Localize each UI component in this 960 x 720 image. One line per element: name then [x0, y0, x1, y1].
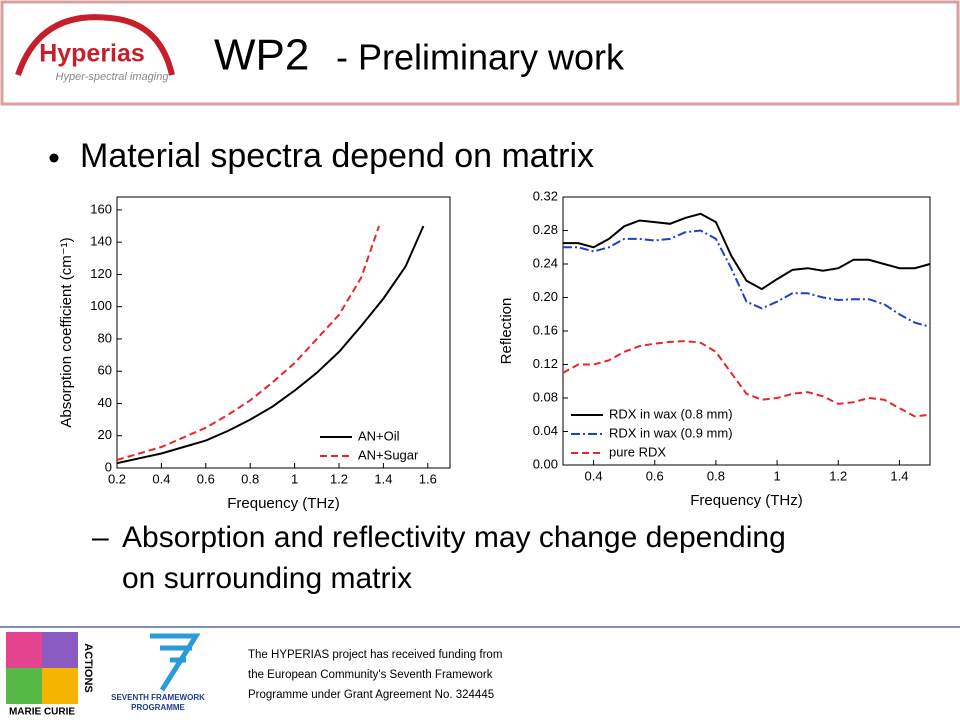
bullet-text: Material spectra depend on matrix [80, 137, 594, 175]
legend-label: AN+Sugar [358, 447, 419, 462]
x-tick-label: 0.4 [585, 468, 603, 483]
y-tick-label: 120 [90, 266, 112, 281]
footer-text: the European Community's Seventh Framewo… [248, 669, 493, 681]
y-tick-label: 40 [98, 395, 112, 410]
y-tick-label: 0.08 [533, 389, 558, 404]
logo-arc [15, 14, 175, 76]
logo-text: PROGRAMME [131, 703, 185, 712]
logo-text: SEVENTH FRAMEWORK [111, 693, 205, 702]
x-tick-label: 1 [773, 468, 780, 483]
y-tick-label: 0.04 [533, 423, 558, 438]
x-tick-label: 1.2 [829, 468, 847, 483]
y-tick-label: 0.16 [533, 322, 558, 337]
x-tick-label: 1.2 [330, 471, 348, 486]
logo-box [6, 8, 184, 98]
legend-label: pure RDX [609, 444, 666, 459]
y-tick-label: 160 [90, 201, 112, 216]
series-line [116, 225, 425, 465]
series-line [562, 340, 931, 418]
x-tick-label: 1 [291, 471, 298, 486]
x-tick-label: 1.4 [374, 471, 392, 486]
y-tick-label: 0.24 [533, 255, 558, 270]
x-tick-label: 0.6 [646, 468, 664, 483]
y-tick-label: 60 [98, 363, 112, 378]
y-axis-label: Absorption coefficient (cm⁻¹) [58, 237, 75, 427]
y-axis-label: Reflection [498, 298, 515, 365]
plot-frame [116, 196, 451, 469]
x-tick-label: 0.6 [197, 471, 215, 486]
series-line [116, 225, 380, 461]
footer-text: Programme under Grant Agreement No. 3244… [248, 689, 494, 701]
legend-label: AN+Oil [358, 428, 400, 443]
y-tick-label: 0 [105, 459, 112, 474]
y-tick-label: 140 [90, 234, 112, 249]
title-main: WP2 [214, 31, 309, 80]
sub-bullet-line: on surrounding matrix [122, 562, 412, 595]
plot-frame [562, 196, 931, 466]
x-tick-label: 0.8 [707, 468, 725, 483]
bullet-dot [49, 153, 59, 163]
logo-tagline: Hyper-spectral imaging [56, 71, 170, 83]
fp7-logo: SEVENTH FRAMEWORK PROGRAMME [111, 633, 205, 712]
sub-bullet-line: Absorption and reflectivity may change d… [122, 521, 786, 554]
y-tick-label: 80 [98, 330, 112, 345]
y-tick-label: 0.12 [533, 356, 558, 371]
sub-bullet-dash: – [92, 521, 109, 554]
x-tick-label: 0.2 [108, 471, 126, 486]
y-tick-label: 0.28 [533, 222, 558, 237]
y-tick-label: 100 [90, 298, 112, 313]
x-axis-label: Frequency (THz) [227, 495, 340, 512]
logo-text: ACTIONS [82, 643, 94, 693]
y-tick-label: 0.00 [533, 456, 558, 471]
logo-text: MARIE CURIE [9, 707, 75, 718]
marie-curie-logo: MARIE CURIE ACTIONS [6, 632, 94, 718]
series-line [563, 229, 931, 328]
legend-label: RDX in wax (0.9 mm) [609, 425, 733, 440]
x-axis-label: Frequency (THz) [690, 492, 803, 509]
footer-text: The HYPERIAS project has received fundin… [248, 649, 502, 661]
x-tick-label: 0.4 [152, 471, 170, 486]
x-tick-label: 0.8 [241, 471, 259, 486]
series-line [563, 212, 931, 291]
title-sub: - Preliminary work [336, 37, 625, 78]
y-tick-label: 0.20 [533, 289, 558, 304]
y-tick-label: 20 [98, 427, 112, 442]
x-tick-label: 1.6 [419, 471, 437, 486]
logo-name: Hyperias [39, 40, 145, 68]
legend-label: RDX in wax (0.8 mm) [609, 406, 733, 421]
x-tick-label: 1.4 [890, 468, 908, 483]
y-tick-label: 0.32 [533, 188, 558, 203]
